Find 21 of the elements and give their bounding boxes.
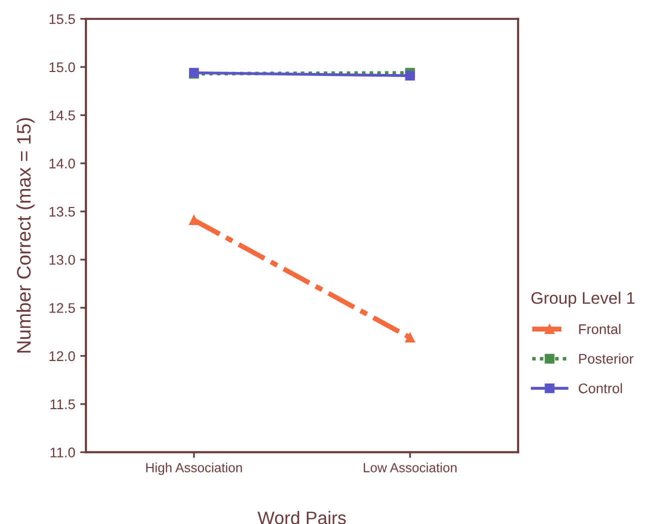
legend-label: Posterior: [579, 354, 634, 364]
y-tick-label: 11.5: [50, 400, 75, 410]
x-tick-label: High Association: [146, 462, 242, 475]
x-tick-label: Low Association: [364, 462, 457, 472]
y-tick-label: 12.0: [50, 351, 75, 362]
y-tick-label: 14.0: [50, 158, 75, 168]
y-tick-label: 11.0: [50, 448, 75, 458]
y-tick-label: 13.0: [50, 254, 75, 265]
y-tick-label: 12.5: [50, 303, 75, 313]
y-axis-title: Number Correct (max = 15): [16, 118, 35, 353]
legend-label: Frontal: [579, 324, 620, 334]
y-tick-label: 13.5: [50, 206, 75, 217]
y-tick-label: 15.0: [50, 62, 75, 72]
point: [405, 70, 415, 81]
point: [189, 215, 199, 225]
point: [405, 332, 415, 342]
x-axis-title: Word Pairs: [258, 511, 346, 524]
y-tick-label: 15.5: [50, 14, 75, 24]
y-tick-label: 14.5: [50, 110, 75, 120]
legend-label: Control: [578, 383, 622, 394]
legend-title: Group Level 1: [531, 292, 634, 308]
